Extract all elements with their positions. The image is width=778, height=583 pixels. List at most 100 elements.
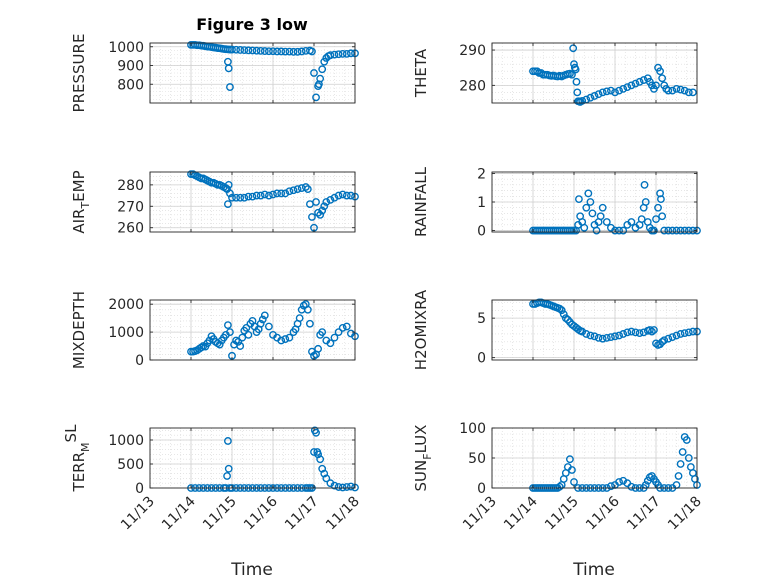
- data-point: [316, 455, 325, 464]
- data-point: [652, 215, 660, 224]
- data-point: [346, 191, 355, 200]
- data-point: [637, 215, 646, 224]
- data-point: [232, 45, 241, 54]
- data-point: [590, 92, 599, 100]
- data-point: [240, 46, 249, 55]
- data-point: [342, 483, 351, 491]
- data-point: [224, 464, 233, 473]
- y-label-subscript: F: [421, 453, 434, 459]
- data-point: [611, 88, 619, 97]
- data-point: [658, 212, 667, 221]
- data-point: [256, 191, 265, 200]
- x-tick-label: 11/15: [200, 494, 240, 534]
- data-point: [623, 83, 632, 92]
- y-tick-label: 0: [477, 481, 486, 497]
- data-point: [619, 330, 628, 338]
- data-point: [584, 189, 593, 198]
- data-point: [228, 193, 236, 202]
- data-point: [281, 189, 290, 198]
- data-point: [312, 428, 320, 437]
- data-point: [631, 79, 640, 88]
- y-tick-label: 2: [477, 166, 486, 182]
- data-point: [316, 210, 325, 219]
- data-point: [588, 209, 597, 218]
- data-point: [598, 88, 607, 97]
- data-point: [619, 84, 628, 93]
- y-tick-label: 0: [477, 351, 486, 367]
- y-label-tail: SL: [62, 424, 80, 443]
- data-point: [256, 319, 265, 328]
- data-point: [244, 330, 253, 339]
- data-point: [334, 328, 343, 336]
- x-tick-label: 11/17: [624, 494, 664, 534]
- x-tick-label: 11/18: [323, 494, 363, 534]
- data-point: [569, 44, 578, 53]
- data-point: [297, 47, 306, 56]
- data-point: [342, 49, 351, 58]
- data-point: [303, 305, 312, 314]
- y-tick-label: 900: [117, 59, 144, 75]
- data-point: [586, 93, 595, 102]
- x-tick-label: 11/18: [665, 494, 705, 534]
- data-point: [334, 483, 343, 491]
- data-point: [312, 198, 320, 206]
- data-point: [640, 180, 649, 189]
- data-point: [322, 474, 331, 483]
- y-tick-label: 270: [117, 199, 144, 215]
- data-point: [561, 314, 570, 323]
- data-point: [619, 226, 628, 235]
- data-point: [615, 331, 623, 340]
- data-point: [289, 186, 298, 195]
- axes-box: [149, 171, 356, 233]
- data-point: [672, 331, 681, 340]
- data-point: [656, 67, 664, 76]
- data-point: [277, 336, 286, 345]
- y-tick-label: 100: [459, 421, 486, 437]
- data-point: [226, 83, 234, 91]
- data-point: [256, 46, 265, 55]
- data-point: [668, 226, 677, 235]
- x-tick-label: 11/14: [159, 493, 199, 533]
- data-point: [314, 208, 322, 217]
- data-point: [664, 86, 673, 95]
- x-tick-label: 11/15: [542, 494, 582, 534]
- data-point: [575, 195, 583, 204]
- data-point: [260, 47, 269, 55]
- y-label-main: AIR: [70, 209, 88, 234]
- data-point: [615, 226, 623, 235]
- data-point: [338, 324, 347, 332]
- data-point: [652, 81, 660, 90]
- y-label-subscript: M: [79, 442, 92, 452]
- data-point: [578, 327, 587, 336]
- data-point: [660, 226, 669, 235]
- data-point: [590, 332, 599, 341]
- data-point: [234, 337, 243, 346]
- data-point: [240, 193, 249, 202]
- data-point: [607, 333, 615, 342]
- data-point: [314, 450, 322, 459]
- data-point: [627, 327, 636, 336]
- data-point: [326, 195, 335, 204]
- data-point: [623, 328, 632, 337]
- data-point: [228, 45, 236, 54]
- data-point: [236, 193, 245, 202]
- data-point: [303, 185, 312, 194]
- data-point: [215, 340, 224, 349]
- data-point: [277, 47, 286, 56]
- y-label-main: RAINFALL: [412, 166, 430, 237]
- y-tick-label: 290: [459, 43, 486, 59]
- data-point: [224, 64, 233, 73]
- data-point: [615, 478, 623, 486]
- data-point: [573, 88, 582, 97]
- y-tick-label: 1: [477, 195, 486, 211]
- x-tick-label: 11/16: [241, 493, 281, 533]
- data-point: [645, 326, 654, 334]
- data-point: [273, 47, 281, 56]
- data-point: [330, 481, 339, 490]
- data-point: [676, 85, 685, 94]
- axes-box: [491, 42, 698, 104]
- data-point: [281, 335, 290, 343]
- y-axis-label: H2OMIXRA: [412, 289, 430, 370]
